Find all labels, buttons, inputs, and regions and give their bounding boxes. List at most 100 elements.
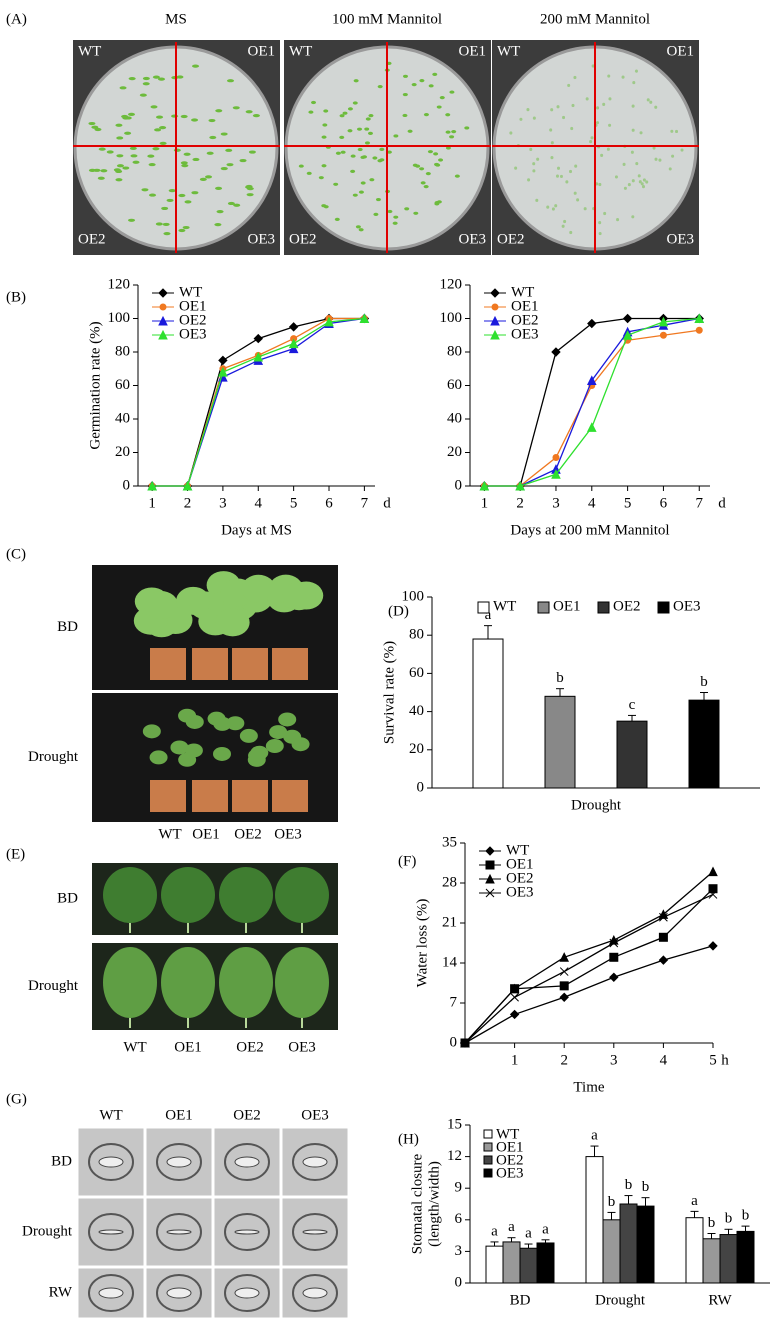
- seedling: [439, 96, 445, 100]
- seedling: [445, 130, 451, 134]
- significance-letter: a: [691, 1193, 698, 1209]
- bar: [472, 638, 504, 789]
- significance-letter: a: [485, 607, 492, 623]
- seedling: [152, 75, 160, 79]
- legend-marker: [159, 303, 167, 311]
- bar: [736, 1230, 755, 1284]
- seedling: [622, 162, 626, 166]
- column-label: OE3: [274, 826, 302, 842]
- seedling: [214, 223, 222, 227]
- seedling: [638, 180, 642, 184]
- pore: [98, 1229, 124, 1235]
- seedling: [425, 172, 431, 176]
- y-tick-label: 60: [115, 377, 130, 393]
- legend-swatch: [597, 601, 610, 614]
- seedling: [557, 166, 561, 170]
- panel-label: (E): [6, 846, 25, 862]
- seedling: [142, 82, 150, 86]
- x-tick-label: 3: [219, 495, 227, 511]
- seedling: [454, 174, 460, 178]
- bar: [485, 1245, 504, 1284]
- seedling: [596, 121, 600, 125]
- x-tick-label: 4: [255, 495, 263, 511]
- seedling: [159, 141, 167, 146]
- legend-label: WT: [179, 284, 202, 300]
- seedling: [419, 167, 425, 171]
- seedling: [372, 156, 378, 160]
- row-label: Drought: [28, 749, 79, 765]
- y-tick-label: 80: [447, 343, 462, 359]
- seedling: [246, 193, 254, 197]
- quadrant-label: OE2: [497, 231, 525, 247]
- legend-marker: [490, 288, 500, 298]
- series-line: [152, 317, 365, 487]
- leaf: [282, 582, 317, 611]
- data-point: [695, 326, 703, 334]
- seedling: [298, 164, 304, 168]
- seedling: [423, 184, 429, 189]
- seedling: [630, 150, 634, 154]
- seedling: [206, 151, 214, 155]
- y-axis-label: Germination rate (%): [87, 321, 103, 449]
- seedling: [562, 115, 566, 120]
- seedling: [191, 191, 199, 195]
- seedling: [364, 127, 370, 131]
- data-point: [288, 322, 299, 332]
- seedling: [602, 102, 606, 106]
- seedling: [393, 215, 399, 219]
- seedling: [352, 193, 358, 197]
- seedling: [115, 169, 123, 174]
- significance-letter: b: [700, 674, 708, 690]
- y-tick-label: 28: [442, 874, 457, 890]
- seedling: [556, 105, 560, 109]
- data-point: [587, 318, 597, 329]
- seedling: [352, 101, 358, 105]
- x-unit: d: [383, 495, 391, 511]
- data-point: [288, 338, 299, 349]
- leaf: [265, 739, 284, 754]
- seedling: [128, 77, 136, 81]
- leaf: [239, 728, 258, 743]
- seedling: [680, 148, 684, 152]
- seedling: [642, 178, 646, 182]
- leaf: [144, 591, 179, 620]
- data-point: [510, 992, 519, 1002]
- series-line: [152, 317, 365, 487]
- seedling: [191, 118, 199, 122]
- seedling: [631, 128, 635, 132]
- leaf: [226, 716, 245, 731]
- guard-cell: [156, 1213, 202, 1251]
- seedling: [98, 147, 106, 151]
- seedling: [357, 147, 363, 152]
- x-tick-label: 6: [660, 495, 668, 511]
- seedling: [121, 114, 129, 119]
- row-label: RW: [49, 1284, 73, 1300]
- seedling: [631, 179, 635, 183]
- legend-swatch: [537, 601, 550, 614]
- seedling: [168, 189, 176, 193]
- x-tick-label: Drought: [571, 797, 622, 813]
- seedling: [347, 107, 353, 111]
- leaf: [269, 725, 288, 740]
- data-point: [147, 480, 157, 491]
- legend-marker: [158, 329, 168, 340]
- x-tick-label: 2: [516, 495, 524, 511]
- x-tick-label: 3: [552, 495, 560, 511]
- legend-swatch: [483, 1155, 493, 1165]
- seedling: [339, 114, 345, 118]
- seedling: [171, 75, 179, 80]
- legend-label: OE2: [496, 1152, 524, 1168]
- data-point: [708, 866, 718, 877]
- seedling: [178, 228, 186, 233]
- bar: [719, 1234, 738, 1284]
- leaf: [170, 740, 189, 755]
- seedling: [173, 148, 181, 152]
- legend-label: OE2: [506, 870, 534, 886]
- y-tick-label: 80: [409, 627, 424, 643]
- seedling: [311, 100, 317, 105]
- legend-label: WT: [511, 284, 534, 300]
- x-axis-label: Time: [573, 1079, 604, 1095]
- data-point: [694, 313, 705, 323]
- seedling: [127, 112, 135, 116]
- pot: [272, 648, 308, 680]
